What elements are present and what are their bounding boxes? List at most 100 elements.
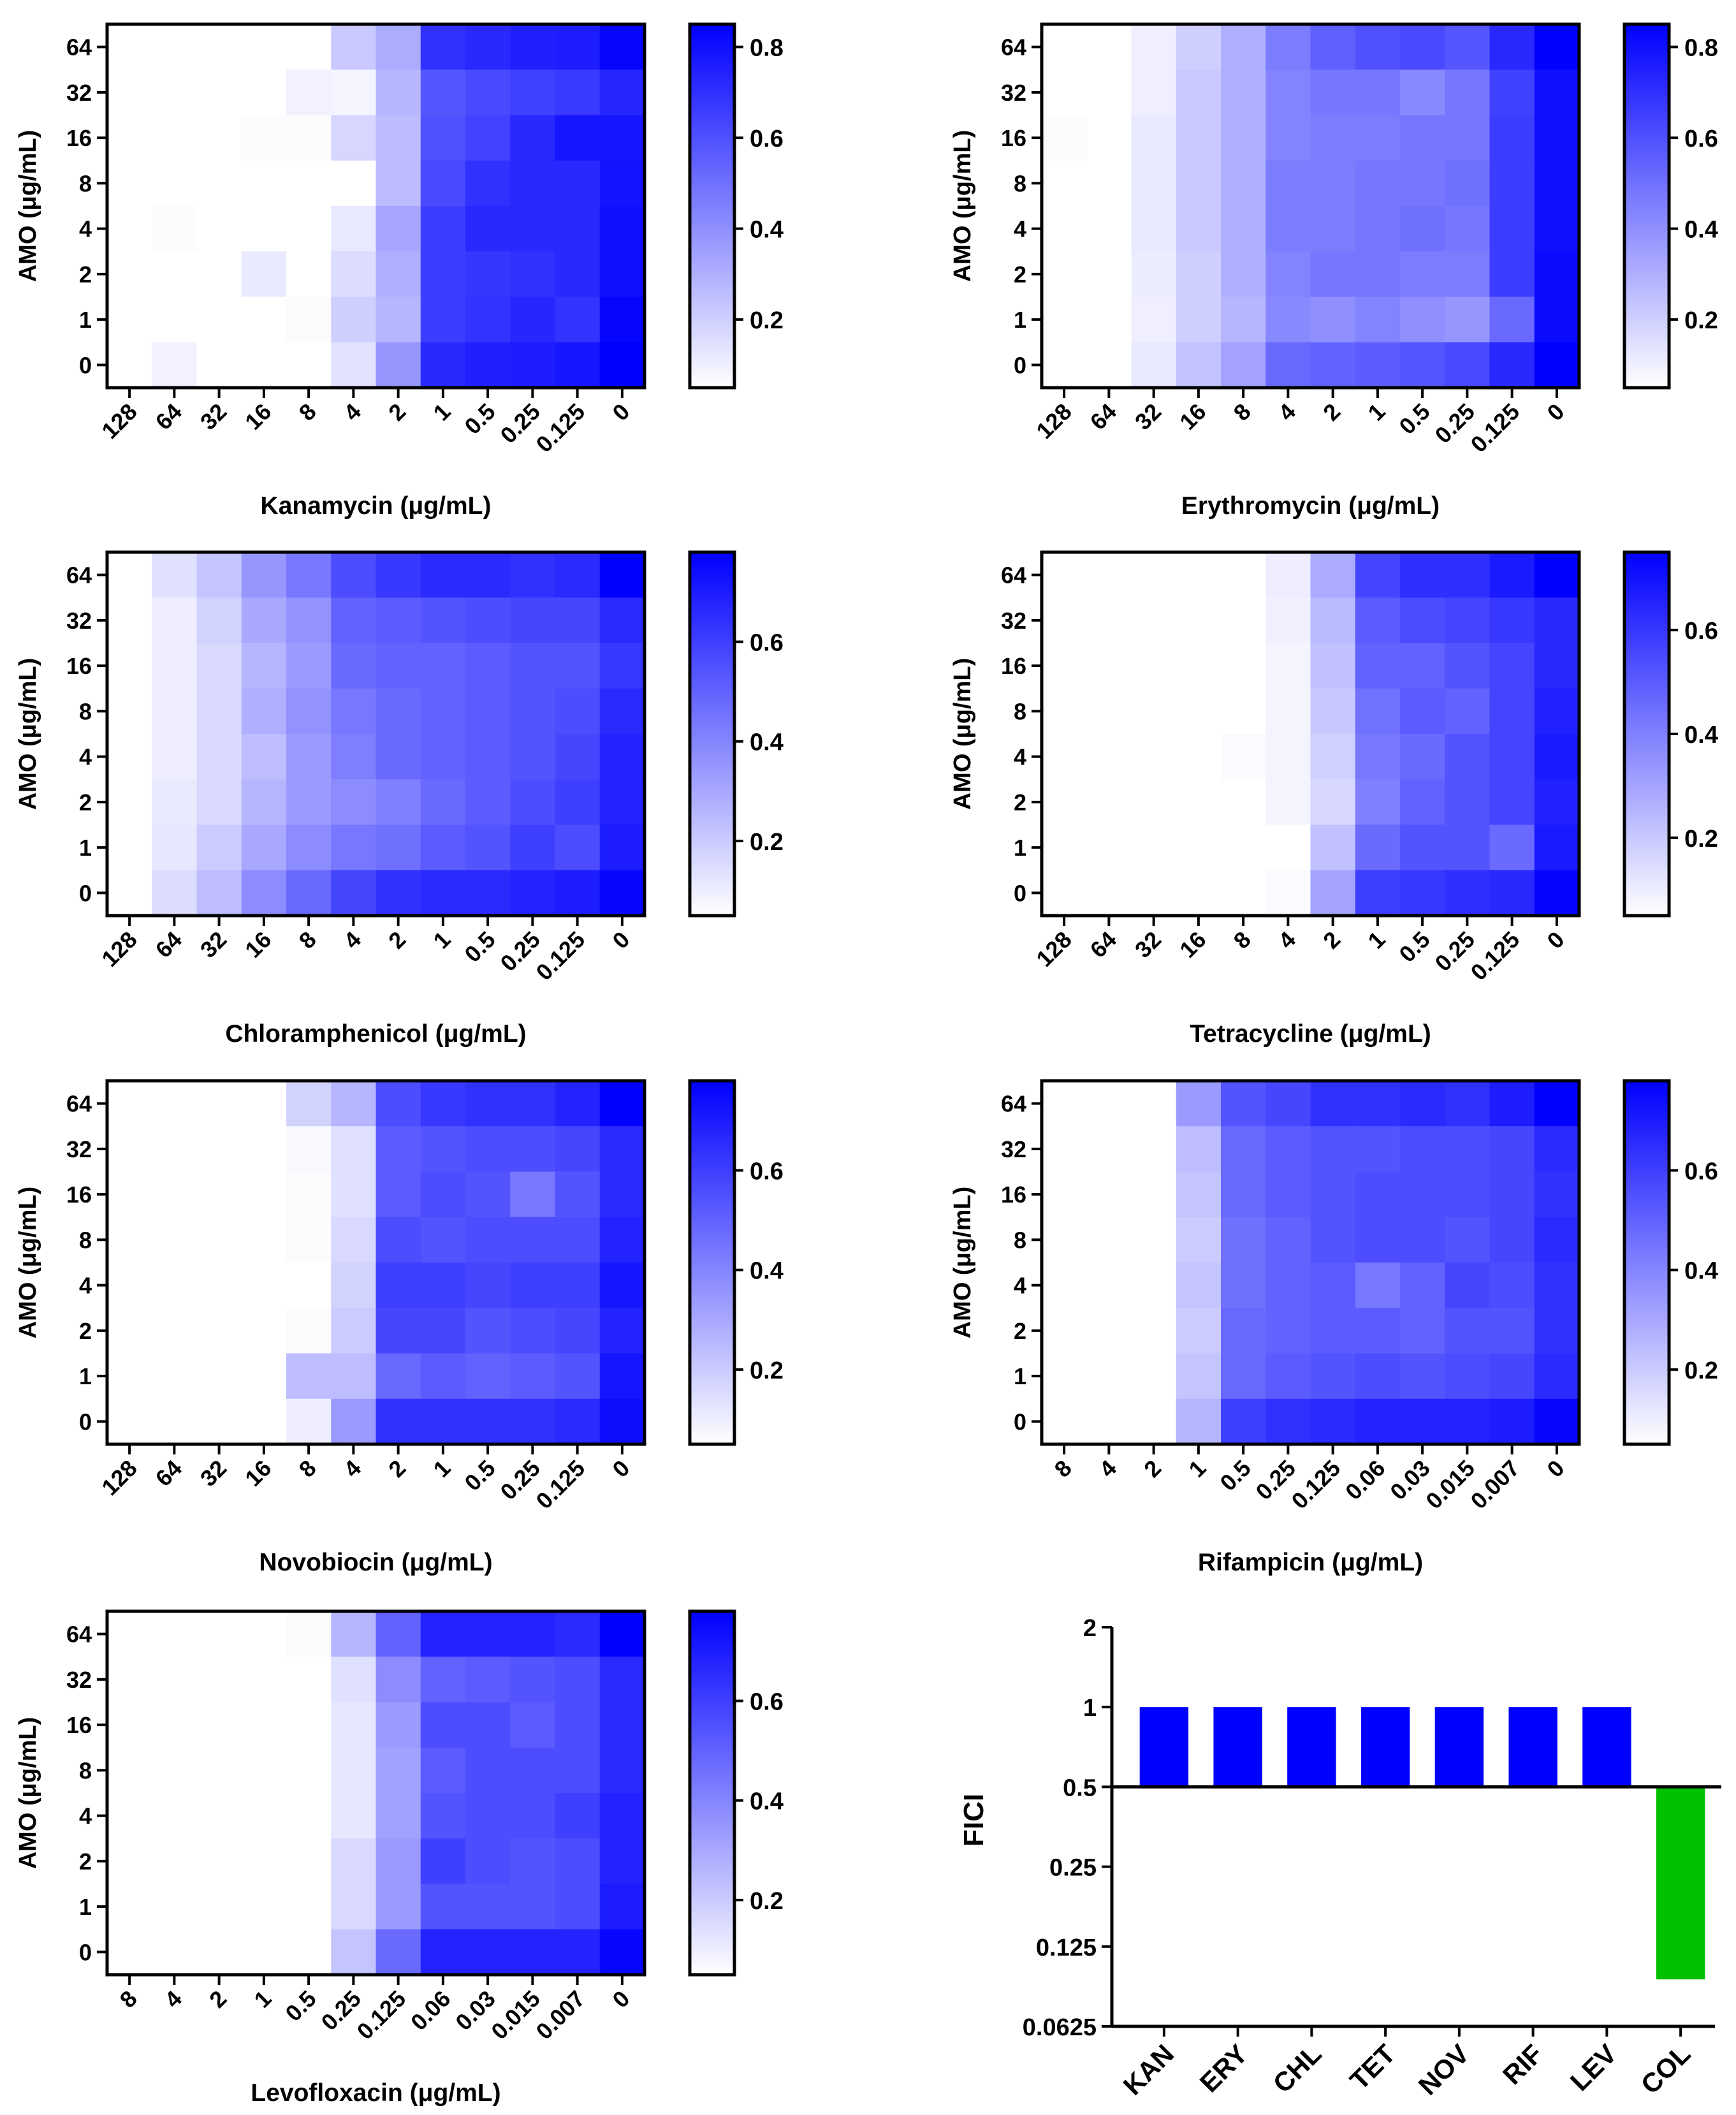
heatmap-cell <box>286 342 332 388</box>
x-tick-label: 0.5 <box>459 926 500 967</box>
heatmap-cell <box>465 206 511 252</box>
y-tick-label: 4 <box>1014 1273 1026 1299</box>
heatmap-cell <box>241 1702 287 1748</box>
heatmap-cell <box>1310 342 1356 388</box>
heatmap-cell <box>1176 1308 1222 1354</box>
x-tick-label: ERY <box>1194 2038 1253 2098</box>
colorbar <box>688 550 736 918</box>
x-tick-label: 32 <box>195 926 231 963</box>
heatmap-cell <box>510 870 556 916</box>
heatmap-cell <box>1400 824 1445 871</box>
heatmap-cell <box>599 206 645 252</box>
heatmap-cell <box>1221 1126 1266 1173</box>
bar-tet <box>1360 1707 1410 1787</box>
heatmap-cell <box>1445 1398 1491 1445</box>
heatmap-cell <box>107 115 152 161</box>
heatmap-cell <box>376 870 421 916</box>
heatmap-cell <box>1221 734 1266 780</box>
heatmap-cell <box>107 1262 152 1308</box>
heatmap-cell <box>1489 1217 1535 1263</box>
x-tick-label: KAN <box>1118 2038 1180 2101</box>
heatmap-cell <box>420 1611 466 1657</box>
x-tick-label: 16 <box>240 926 276 963</box>
heatmap-cell <box>331 342 377 388</box>
heatmap-cell <box>286 1657 332 1703</box>
heatmap-cell <box>1489 1126 1535 1173</box>
heatmap-cell <box>107 251 152 298</box>
y-axis-title: AMO (μg/mL) <box>949 658 976 810</box>
heatmap-cell <box>599 1398 645 1445</box>
heatmap-cell <box>599 296 645 343</box>
heatmap-cell <box>555 1081 601 1127</box>
heatmap-cell <box>1221 296 1266 343</box>
y-tick-label: 4 <box>79 1273 92 1299</box>
heatmap-cell <box>1489 779 1535 826</box>
heatmap-cell <box>1489 1171 1535 1218</box>
heatmap-cell <box>152 1838 198 1885</box>
heatmap-cell <box>420 870 466 916</box>
heatmap-cell <box>331 1611 377 1657</box>
x-tick-label: 4 <box>339 926 366 954</box>
heatmap-cell <box>152 597 198 644</box>
heatmap-cell <box>1131 1171 1177 1218</box>
heatmap-cell <box>599 1793 645 1839</box>
heatmap-cell <box>152 734 198 780</box>
heatmap-cell <box>420 1171 466 1218</box>
heatmap-cell <box>196 296 242 343</box>
x-tick-label: 8 <box>294 399 321 426</box>
y-tick-label: 64 <box>66 562 92 589</box>
heatmap-cell <box>1489 70 1535 116</box>
y-axis-title: AMO (μg/mL) <box>15 130 41 282</box>
plot-frame <box>1040 1079 1581 1446</box>
heatmap-cell <box>510 24 556 70</box>
heatmap-cell <box>376 160 421 207</box>
heatmap-cell <box>107 824 152 871</box>
heatmap-cell <box>420 1929 466 1975</box>
heatmap-cell <box>1042 70 1087 116</box>
heatmap-cell <box>420 296 466 343</box>
heatmap-cell <box>1266 1353 1311 1400</box>
heatmap-cell <box>1221 1217 1266 1263</box>
heatmap-cell <box>286 1171 332 1218</box>
y-tick-label: 8 <box>79 1757 92 1783</box>
x-tick-label: 2 <box>1318 926 1345 954</box>
heatmap-cell <box>331 1657 377 1703</box>
heatmap-cell <box>331 870 377 916</box>
heatmap-cell <box>1310 1126 1356 1173</box>
y-tick-label: 0 <box>79 1939 92 1965</box>
heatmap-cell <box>376 1929 421 1975</box>
heatmap-cell <box>465 1793 511 1839</box>
heatmap-cell <box>1400 734 1445 780</box>
heatmap-cell <box>1445 552 1491 598</box>
heatmap-cell <box>510 597 556 644</box>
heatmap-cell <box>465 824 511 871</box>
heatmap-cell <box>107 597 152 644</box>
heatmap-cell <box>1489 552 1535 598</box>
x-tick-label: 16 <box>1174 399 1211 435</box>
heatmap-cell <box>1086 688 1132 735</box>
heatmap-cell <box>1266 1171 1311 1218</box>
x-tick-label: 0 <box>1542 926 1569 954</box>
heatmap-cell <box>286 597 332 644</box>
heatmap-cell <box>1534 779 1580 826</box>
heatmap-cell <box>107 1398 152 1445</box>
colorbar-tick-label: 0.6 <box>750 1689 784 1716</box>
y-tick-label: 0.25 <box>1049 1855 1097 1882</box>
heatmap-cell <box>555 1217 601 1263</box>
heatmap-cell <box>1086 824 1132 871</box>
heatmap-cell <box>555 251 601 298</box>
heatmap-cell <box>1131 24 1177 70</box>
heatmap-cell <box>510 1353 556 1400</box>
heatmap-cell <box>376 1838 421 1885</box>
x-tick-label: 32 <box>195 399 231 435</box>
heatmap-cell <box>1221 1353 1266 1400</box>
heatmap-cell <box>555 70 601 116</box>
heatmap-cell <box>286 160 332 207</box>
heatmap-cell <box>286 1262 332 1308</box>
heatmap-cell <box>107 206 152 252</box>
heatmap-cell <box>376 688 421 735</box>
heatmap-cell <box>1266 597 1311 644</box>
heatmap-cell <box>286 1702 332 1748</box>
heatmap-cell <box>196 1929 242 1975</box>
heatmap-cell <box>241 1398 287 1445</box>
